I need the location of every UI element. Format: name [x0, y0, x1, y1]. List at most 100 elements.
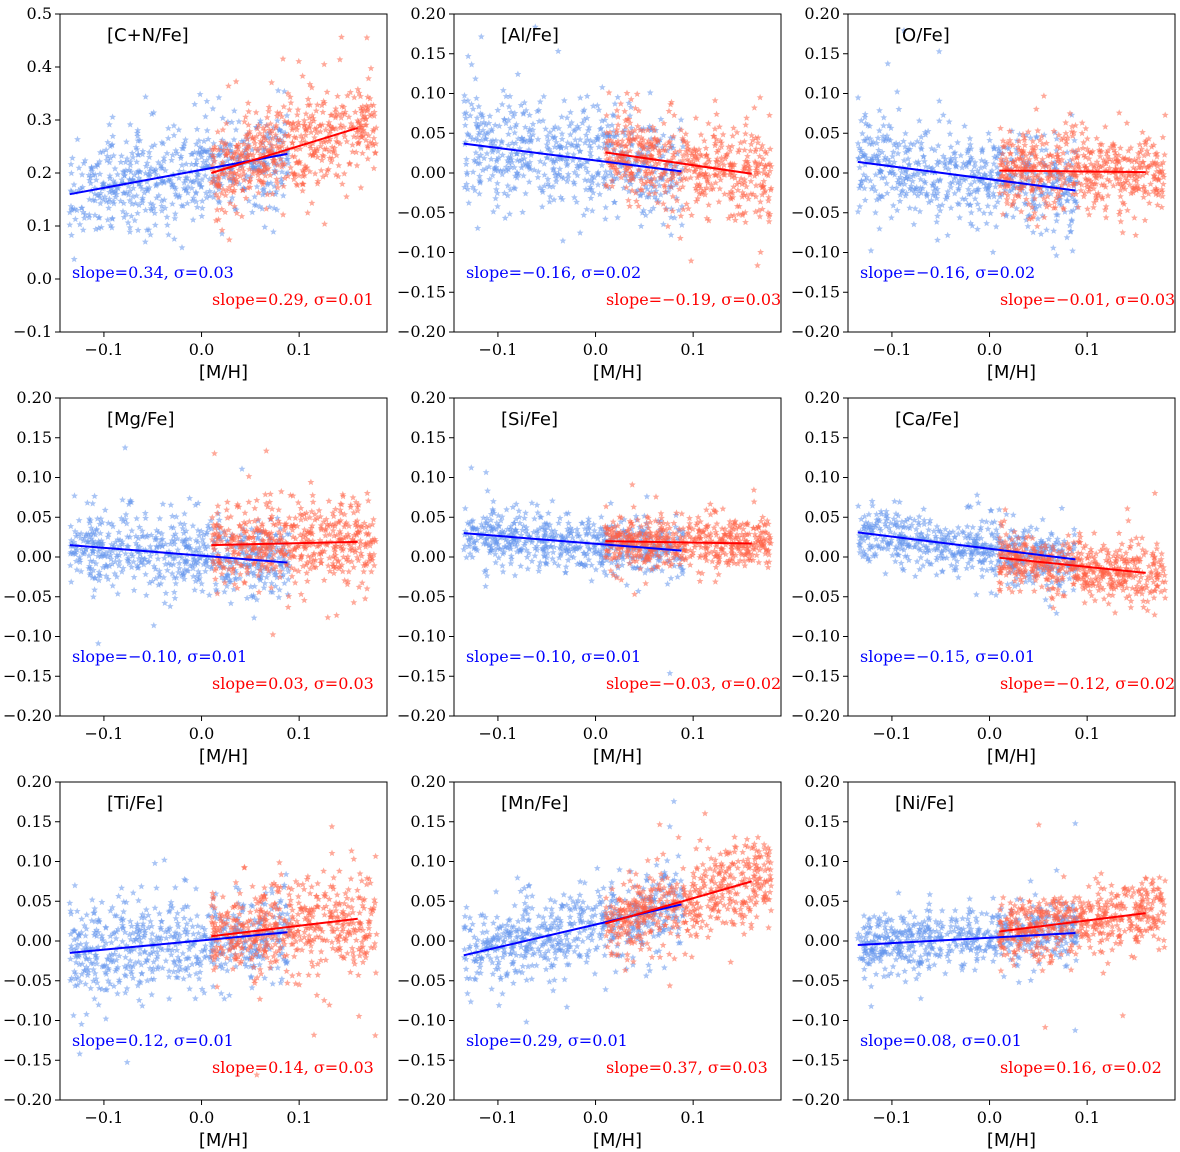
red-star-point [301, 165, 309, 173]
blue-star-point [494, 167, 502, 174]
blue-star-point [970, 187, 978, 195]
blue-star-point [933, 161, 941, 168]
red-star-point [1056, 159, 1064, 166]
red-star-point [1021, 136, 1028, 144]
red-star-point [242, 194, 250, 202]
blue-star-point [469, 105, 477, 113]
blue-star-point [200, 560, 207, 568]
red-star-point [351, 108, 359, 116]
red-star-point [336, 56, 344, 63]
red-star-point [228, 153, 236, 161]
blue-star-point [675, 206, 683, 214]
red-star-point [613, 126, 621, 133]
red-star-point [1112, 160, 1120, 167]
blue-star-point [151, 209, 159, 217]
blue-star-point [101, 193, 109, 200]
blue-star-point [541, 171, 548, 178]
blue-star-point [207, 517, 215, 524]
red-star-point [683, 142, 691, 149]
blue-star-point [154, 555, 162, 562]
blue-star-point [594, 181, 602, 188]
blue-star-point [588, 577, 596, 584]
red-star-point [311, 134, 318, 141]
red-star-point [242, 113, 250, 120]
blue-star-point [87, 569, 95, 577]
y-tick-label: 0.10 [804, 84, 840, 103]
red-star-point [740, 191, 748, 198]
red-star-point [1140, 193, 1148, 201]
red-star-point [268, 145, 275, 152]
blue-star-point [182, 543, 190, 550]
red-star-point [749, 136, 757, 144]
blue-star-point [243, 594, 251, 602]
blue-star-point [994, 198, 1002, 205]
blue-star-point [506, 186, 514, 193]
red-star-point [295, 121, 303, 128]
red-star-point [283, 561, 291, 569]
red-star-point [1082, 164, 1090, 172]
blue-star-point [272, 582, 279, 590]
blue-star-point [495, 554, 503, 561]
blue-star-point [466, 550, 474, 557]
red-star-point [1049, 152, 1057, 160]
blue-star-point [136, 168, 144, 176]
blue-star-point [227, 599, 235, 607]
red-star-point [325, 165, 332, 173]
red-star-point [997, 124, 1004, 132]
red-star-point [666, 143, 674, 151]
red-star-point [267, 515, 275, 522]
blue-star-point [515, 507, 523, 514]
red-star-point [322, 171, 330, 178]
blue-star-point [581, 139, 589, 146]
blue-star-point [275, 125, 283, 133]
red-star-point [1101, 123, 1109, 130]
blue-star-point [588, 176, 596, 183]
blue-star-point [1053, 217, 1061, 224]
red-star-point [320, 518, 328, 525]
y-tick-label: 0.1 [27, 216, 52, 235]
red-star-point [614, 137, 622, 145]
red-star-point [263, 546, 271, 553]
blue-star-point [572, 143, 580, 151]
blue-star-point [534, 135, 542, 143]
blue-star-point [637, 222, 645, 230]
red-star-point [263, 562, 271, 570]
blue-star-point [893, 206, 901, 214]
blue-star-point [118, 538, 126, 545]
red-star-point [243, 131, 251, 138]
red-star-point [728, 142, 736, 150]
red-star-point [361, 559, 369, 566]
blue-star-point [131, 216, 139, 224]
blue-star-point [129, 153, 137, 161]
blue-star-point [966, 201, 974, 209]
red-star-point [624, 165, 631, 173]
blue-star-point [115, 528, 123, 536]
blue-star-point [582, 131, 590, 139]
red-star-point [210, 521, 218, 528]
blue-star-point [911, 189, 919, 196]
blue-star-point [563, 177, 571, 185]
red-star-point [218, 205, 226, 213]
blue-star-point [464, 185, 472, 193]
blue-star-point [102, 146, 110, 153]
blue-star-point [91, 190, 99, 197]
red-star-point [290, 175, 298, 183]
red-star-point [274, 161, 282, 169]
blue-star-point [170, 122, 178, 129]
blue-star-point [504, 182, 512, 189]
red-star-point [637, 176, 645, 184]
red-star-point [285, 547, 293, 555]
blue-star-point [516, 519, 524, 527]
blue-star-point [250, 614, 258, 621]
red-star-point [289, 533, 297, 540]
data-layer [460, 464, 775, 677]
blue-star-point [974, 200, 982, 208]
blue-star-point [175, 559, 183, 567]
blue-star-point [146, 579, 154, 586]
blue-star-point [861, 113, 869, 121]
blue-star-point [148, 110, 156, 118]
blue-star-point [498, 137, 505, 145]
red-star-point [644, 145, 652, 152]
blue-star-point [564, 170, 572, 178]
red-star-point [280, 182, 288, 190]
